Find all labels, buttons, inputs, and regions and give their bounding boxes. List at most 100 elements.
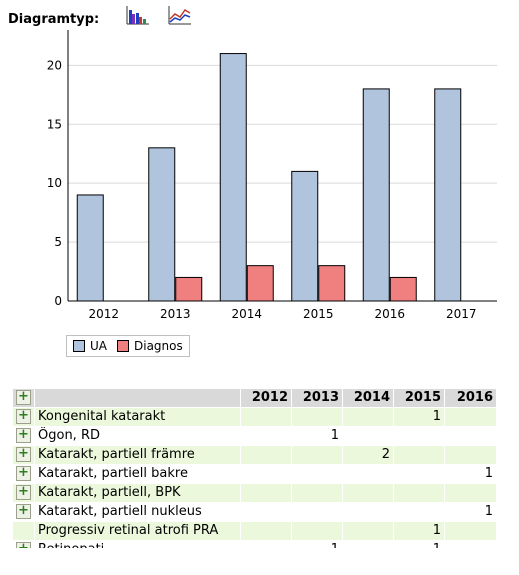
cell-2012	[240, 521, 292, 541]
line-chart-icon[interactable]	[168, 4, 192, 26]
cell-2012	[240, 445, 292, 465]
cell-2013	[291, 407, 343, 427]
cell-2014	[342, 502, 394, 522]
cell-2015	[393, 483, 445, 503]
cell-2016: 1	[444, 464, 497, 484]
cell-2016	[444, 407, 497, 427]
table-row: + Katarakt, partiell, BPK	[12, 483, 497, 503]
page-bottom-edge	[0, 548, 519, 575]
bar-diagnos-2015	[318, 265, 346, 302]
cell-2014	[342, 464, 394, 484]
x-tick-label: 2013	[160, 307, 191, 321]
cell-2015: 1	[393, 407, 445, 427]
cell-2014	[342, 483, 394, 503]
cell-2013	[291, 483, 343, 503]
cell-2012	[240, 502, 292, 522]
chart-legend: UA Diagnos	[66, 335, 190, 357]
cell-2012	[240, 426, 292, 446]
row-label: Katarakt, partiell, BPK	[34, 483, 241, 503]
cell-2012	[240, 407, 292, 427]
expand-row-button[interactable]: +	[16, 504, 31, 519]
expand-cell	[12, 521, 35, 541]
expand-cell: +	[12, 464, 35, 484]
cell-2016	[444, 521, 497, 541]
legend-swatch-diagnos	[117, 340, 129, 352]
diagram-type-label: Diagramtyp:	[8, 11, 100, 27]
bar-diagnos-2014	[246, 265, 274, 302]
legend-item-diagnos: Diagnos	[117, 339, 183, 353]
bar-diagnos-2013	[175, 276, 203, 302]
cell-2016: 1	[444, 502, 497, 522]
column-header-2015: 2015	[393, 388, 445, 408]
diagram-type-header: Diagramtyp:	[8, 6, 99, 32]
y-tick-label: 0	[54, 294, 62, 308]
y-tick-label: 10	[47, 176, 62, 190]
bar-diagnos-2016	[389, 276, 417, 302]
legend-label-ua: UA	[90, 339, 107, 353]
cell-2012	[240, 483, 292, 503]
legend-item-ua: UA	[73, 339, 107, 353]
cell-2015	[393, 426, 445, 446]
table-row: + Kongenital katarakt 1	[12, 407, 497, 427]
bar-chart: 0 5 10 15 20 2012 2013 2014 2015 2016 2017	[47, 30, 497, 321]
cell-2013	[291, 502, 343, 522]
table-row: + Ögon, RD 1	[12, 426, 497, 446]
bar-ua-2015	[291, 170, 319, 302]
table-row: + Katarakt, partiell bakre 1	[12, 464, 497, 484]
expand-row-button[interactable]: +	[16, 428, 31, 443]
column-header-2013: 2013	[291, 388, 343, 408]
column-header-2014: 2014	[342, 388, 394, 408]
row-label: Katarakt, partiell främre	[34, 445, 241, 465]
table-header-label	[34, 388, 241, 408]
cell-2012	[240, 464, 292, 484]
cell-2016	[444, 483, 497, 503]
cell-2016	[444, 445, 497, 465]
cell-2016	[444, 426, 497, 446]
y-tick-label: 20	[47, 58, 62, 72]
y-tick-label: 5	[54, 235, 62, 249]
legend-label-diagnos: Diagnos	[134, 339, 183, 353]
table-header-row: + 2012 2013 2014 2015 2016	[12, 388, 497, 408]
bar-ua-2014	[219, 53, 247, 302]
cell-2013: 1	[291, 426, 343, 446]
x-tick-label: 2016	[374, 307, 405, 321]
expand-row-button[interactable]: +	[16, 466, 31, 481]
x-tick-label: 2014	[231, 307, 262, 321]
cell-2015	[393, 464, 445, 484]
expand-all-button[interactable]: +	[16, 390, 31, 405]
bar-ua-2013	[148, 147, 176, 302]
cell-2013	[291, 445, 343, 465]
expand-cell: +	[12, 483, 35, 503]
expand-cell: +	[12, 407, 35, 427]
bar-ua-2016	[362, 88, 390, 302]
diagnosis-table: + 2012 2013 2014 2015 2016 + Kongenital k…	[12, 388, 497, 560]
cell-2014	[342, 426, 394, 446]
column-header-2012: 2012	[240, 388, 292, 408]
expand-row-button[interactable]: +	[16, 485, 31, 500]
row-label: Progressiv retinal atrofi PRA	[34, 521, 241, 541]
expand-cell: +	[12, 426, 35, 446]
legend-swatch-ua	[73, 340, 85, 352]
row-label: Ögon, RD	[34, 426, 241, 446]
row-label: Katarakt, partiell nukleus	[34, 502, 241, 522]
cell-2015	[393, 445, 445, 465]
x-tick-label: 2015	[303, 307, 334, 321]
bar-ua-2017	[434, 88, 462, 302]
cell-2015	[393, 502, 445, 522]
expand-row-button[interactable]: +	[16, 447, 31, 462]
cell-2015: 1	[393, 521, 445, 541]
row-label: Kongenital katarakt	[34, 407, 241, 427]
x-tick-label: 2017	[446, 307, 477, 321]
cell-2013	[291, 464, 343, 484]
row-label: Katarakt, partiell bakre	[34, 464, 241, 484]
column-header-2016: 2016	[444, 388, 497, 408]
table-row: + Katarakt, partiell främre 2	[12, 445, 497, 465]
cell-2014	[342, 407, 394, 427]
expand-row-button[interactable]: +	[16, 409, 31, 424]
table-body: + Kongenital katarakt 1 + Ögon, RD 1 + Katarakt…	[12, 407, 497, 560]
x-tick-label: 2012	[88, 307, 119, 321]
cell-2014	[342, 521, 394, 541]
table-row: Progressiv retinal atrofi PRA 1	[12, 521, 497, 541]
expand-all-cell: +	[12, 388, 35, 408]
bar-chart-icon[interactable]	[126, 4, 150, 26]
